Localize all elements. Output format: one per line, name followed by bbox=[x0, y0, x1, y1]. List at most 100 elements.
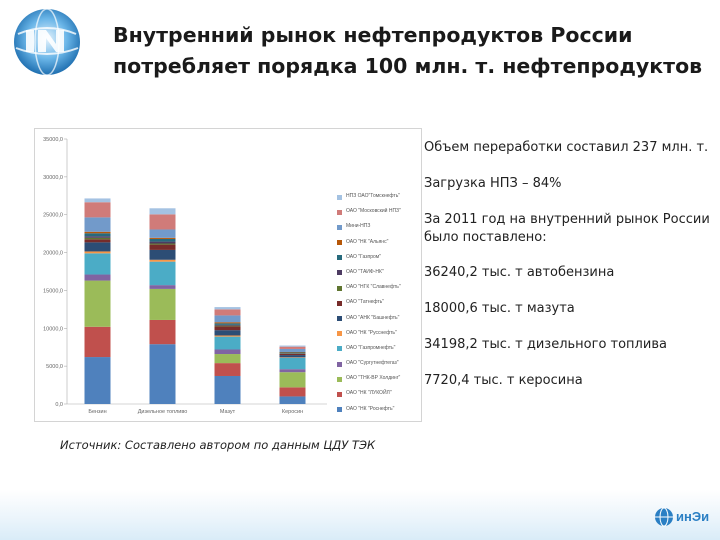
info-gasoline: 36240,2 тыс. т автобензина bbox=[424, 265, 615, 280]
chart-canvas: 0,0 5000,0 10000,0 15000,0 20000,0 25000,0 300… bbox=[43, 137, 327, 415]
legend-label: ОАО "Газпром" bbox=[346, 253, 381, 260]
bar-segment bbox=[84, 236, 111, 238]
bar-segment bbox=[149, 261, 176, 286]
company-logo bbox=[4, 4, 90, 82]
legend-entry: ОАО "Сургутнефтегаз" bbox=[337, 359, 421, 374]
legend-label: ОАО "ТНК-ВР Холдинг" bbox=[346, 375, 401, 382]
legend-entry: ОАО "Газпром" bbox=[337, 253, 421, 268]
bar-segment bbox=[214, 315, 241, 323]
bar-segment bbox=[84, 231, 111, 234]
info-supply-line-2: было поставлено: bbox=[424, 230, 547, 245]
bar-segment bbox=[214, 322, 241, 324]
bar-segment bbox=[149, 259, 176, 262]
legend-entry: ОАО "Московский НПЗ" bbox=[337, 207, 421, 222]
bar-segment bbox=[149, 243, 176, 245]
y-tick-label: 5000,0 bbox=[46, 364, 63, 370]
legend-label: ОАО "НК "Роснефть" bbox=[346, 405, 395, 412]
legend-swatch bbox=[337, 316, 342, 321]
legend-label: ОАО "НК "Русснефть" bbox=[346, 329, 397, 336]
legend-swatch bbox=[337, 376, 342, 382]
bar-segment bbox=[214, 330, 241, 336]
stacked-bar-chart: 0,0 5000,0 10000,0 15000,0 20000,0 25000,0 300… bbox=[34, 128, 422, 422]
bar-segment bbox=[214, 363, 241, 376]
bar-segment bbox=[214, 325, 241, 327]
brand-globe-icon bbox=[655, 507, 673, 527]
bar-segment bbox=[149, 319, 176, 345]
x-tick-label: Мазут bbox=[220, 409, 236, 415]
bar-segment bbox=[149, 288, 176, 320]
legend-entry: ОАО "НК "Русснефть" bbox=[337, 329, 421, 344]
bar-segment bbox=[279, 369, 306, 373]
legend-label: НПЗ ОАО"Томскнефть" bbox=[346, 193, 401, 199]
bar-segment bbox=[279, 346, 306, 349]
bar-segment bbox=[214, 336, 241, 350]
legend-swatch bbox=[337, 209, 342, 215]
legend-entry: ОАО "НГК "Славнефть" bbox=[337, 283, 421, 298]
x-tick-label: Дизельное топливо bbox=[138, 409, 188, 415]
legend-entry: НПЗ ОАО"Томскнефть" bbox=[337, 192, 421, 207]
bar-segment bbox=[84, 274, 111, 281]
legend-swatch bbox=[337, 391, 342, 397]
legend-swatch bbox=[337, 194, 342, 200]
legend-swatch bbox=[337, 255, 342, 261]
y-tick-label: 10000,0 bbox=[43, 326, 63, 332]
legend-swatch bbox=[337, 270, 342, 276]
bar-segment bbox=[149, 237, 176, 239]
bar-segment bbox=[84, 251, 111, 254]
bar-segment bbox=[214, 307, 241, 310]
legend-swatch bbox=[337, 285, 342, 291]
legend-label: ОАО "НК "ЛУКОЙЛ" bbox=[346, 390, 392, 397]
legend-swatch bbox=[337, 346, 342, 352]
legend-entry: ОАО "ТНК-ВР Холдинг" bbox=[337, 374, 421, 389]
bar-segment bbox=[149, 241, 176, 244]
bar-segment bbox=[149, 285, 176, 289]
title-line-2: потребляет порядка 100 млн. т. нефтепрод… bbox=[113, 54, 703, 78]
bar-segment bbox=[149, 208, 176, 215]
slide-title: Внутренний рынок нефтепродуктов России п… bbox=[113, 20, 713, 82]
y-tick-label: 35000,0 bbox=[43, 137, 63, 143]
bar-segment bbox=[149, 229, 176, 238]
info-kerosene: 7720,4 тыс. т керосина bbox=[424, 373, 583, 388]
bar-segment bbox=[214, 326, 241, 331]
y-tick-label: 15000,0 bbox=[43, 288, 63, 294]
bar-segment bbox=[84, 242, 111, 252]
bar-segment bbox=[149, 214, 176, 230]
bar-segment bbox=[279, 357, 306, 370]
bar-segment bbox=[84, 233, 111, 237]
legend-label: ОАО "ТАИФ-НК" bbox=[346, 268, 384, 275]
legend-entry: ОАО "АНК "Башнефть" bbox=[337, 314, 421, 329]
source-note: Источник: Составлено автором по данным Ц… bbox=[60, 438, 376, 452]
brand-logo: инЭи bbox=[654, 506, 710, 528]
bar-segment bbox=[279, 352, 306, 354]
legend-label: ОАО "НК "Альянс" bbox=[346, 238, 389, 245]
info-processing-volume: Объем переработки составил 237 млн. т. bbox=[424, 140, 709, 155]
bar-segment bbox=[84, 326, 111, 358]
x-tick-label: Бензин bbox=[88, 409, 106, 415]
legend-label: ОАО "Татнефть" bbox=[346, 299, 385, 306]
y-tick-label: 30000,0 bbox=[43, 175, 63, 181]
bar-segment bbox=[214, 335, 241, 337]
bar-segment bbox=[149, 249, 176, 260]
legend-swatch bbox=[337, 331, 342, 337]
legend-entry: ОАО "ТАИФ-НК" bbox=[337, 268, 421, 283]
bar-segment bbox=[214, 323, 241, 325]
bar-segment bbox=[84, 198, 111, 203]
bar-segment bbox=[279, 387, 306, 397]
footer-band: инЭи bbox=[0, 490, 720, 540]
legend-swatch bbox=[337, 240, 342, 246]
bar-segment bbox=[84, 280, 111, 327]
legend-entry: ОАО "Газпромнефть" bbox=[337, 344, 421, 359]
info-fuel-oil: 18000,6 тыс. т мазута bbox=[424, 301, 575, 316]
bar-segment bbox=[84, 217, 111, 232]
bar-segment bbox=[149, 344, 176, 404]
brand-name: инЭи bbox=[676, 509, 710, 524]
legend-swatch bbox=[337, 224, 342, 230]
bar-segment bbox=[279, 396, 306, 404]
bar-segment bbox=[214, 375, 241, 404]
legend-label: ОАО "НГК "Славнефть" bbox=[346, 284, 401, 291]
legend-label: ОАО "АНК "Башнефть" bbox=[346, 314, 400, 321]
bar-segment bbox=[279, 345, 306, 347]
chart-legend: НПЗ ОАО"Томскнефть" ОАО "Московский НПЗ" М… bbox=[337, 192, 421, 420]
bar-segment bbox=[279, 353, 306, 356]
legend-entry: ОАО "НК "ЛУКОЙЛ" bbox=[337, 389, 421, 404]
